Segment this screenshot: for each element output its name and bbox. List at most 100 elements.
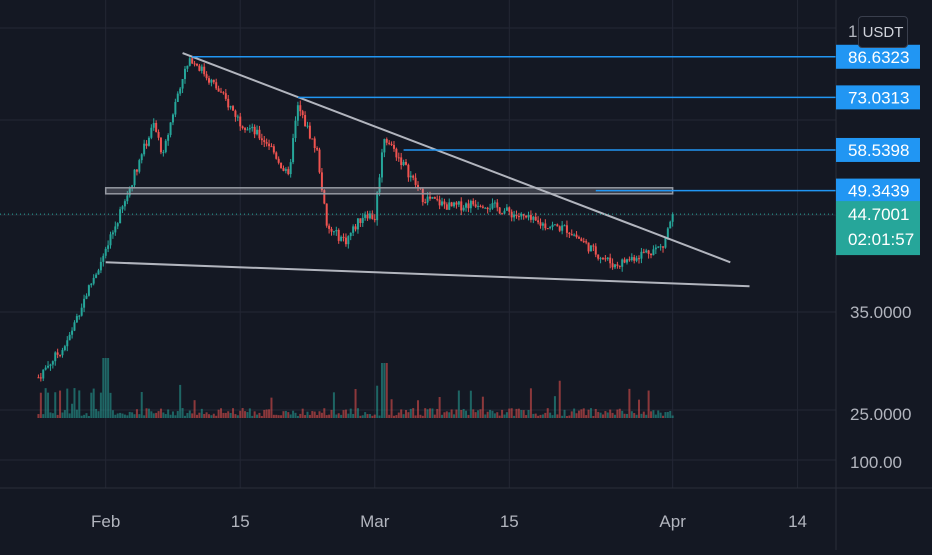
volume-bar	[224, 412, 227, 418]
volume-bar	[635, 414, 638, 418]
volume-bar	[308, 414, 311, 418]
volume-bar	[491, 410, 494, 418]
volume-bar	[457, 390, 460, 418]
volume-bar	[460, 409, 463, 418]
candle-body	[508, 207, 511, 212]
candle-body	[493, 202, 496, 204]
candle-body	[390, 143, 393, 146]
candle-body	[123, 201, 126, 207]
time-axis-label: Mar	[360, 512, 390, 531]
candle-body	[97, 270, 100, 275]
candle-body	[455, 202, 458, 205]
candle-body	[183, 68, 186, 80]
volume-bar	[294, 412, 297, 418]
volume-bar	[140, 392, 143, 418]
candle-body	[133, 169, 136, 186]
candle-body	[570, 233, 573, 236]
volume-bar	[167, 409, 170, 418]
volume-bar	[44, 388, 47, 418]
level-price-tag	[836, 85, 920, 110]
candle-body	[361, 217, 364, 223]
candle-body	[47, 365, 50, 368]
volume-bar	[479, 409, 482, 418]
volume-bar	[92, 388, 95, 418]
volume-bar	[498, 415, 501, 418]
volume-bar	[573, 408, 576, 418]
volume-bar	[265, 409, 268, 418]
candle-body	[404, 161, 407, 165]
candle-body	[657, 246, 660, 248]
trendline-lower[interactable]	[105, 261, 750, 288]
volume-bar	[179, 384, 182, 418]
volume-bar	[318, 411, 321, 418]
volume-bar	[116, 413, 119, 418]
price-axis-label: 35.0000	[850, 303, 911, 322]
volume-bar	[251, 415, 254, 418]
candle-body	[577, 237, 580, 239]
candle-body	[426, 196, 429, 203]
volume-bar	[469, 390, 472, 418]
candle-body	[417, 184, 419, 188]
volume-bar	[417, 400, 419, 418]
volume-bar	[232, 408, 235, 418]
candle-body	[352, 226, 355, 233]
volume-bar	[220, 408, 223, 418]
candle-body	[589, 245, 592, 252]
volume-bar	[563, 409, 566, 418]
trendline-upper[interactable]	[182, 52, 731, 264]
volume-bar	[195, 414, 198, 418]
volume-bar	[352, 413, 355, 418]
candle-body	[171, 114, 174, 123]
volume-bar	[551, 415, 554, 418]
support-zone[interactable]	[104, 187, 674, 195]
candle-body	[539, 222, 542, 226]
candle-body	[92, 277, 95, 284]
candle-body	[659, 246, 662, 248]
volume-bar	[527, 410, 530, 418]
volume-bar	[604, 411, 607, 418]
candle-body	[301, 111, 304, 116]
volume-bar	[642, 411, 645, 418]
volume-bar	[284, 410, 287, 418]
candle-body	[397, 157, 400, 159]
candle-body	[56, 352, 59, 355]
candle-body	[638, 258, 641, 260]
volume-bar	[450, 409, 453, 418]
volume-bar	[66, 388, 69, 418]
volume-bar	[47, 392, 50, 418]
volume-bar	[404, 409, 407, 418]
volume-bar	[289, 414, 292, 418]
candle-body	[308, 125, 311, 139]
volume-bar	[565, 415, 568, 418]
volume-bar	[325, 415, 328, 418]
volume-bar	[541, 414, 544, 418]
currency-button[interactable]: USDT	[858, 16, 908, 48]
candle-body	[311, 138, 314, 140]
volume-bar	[39, 392, 42, 418]
candle-body	[654, 247, 657, 250]
volume-bar	[229, 412, 232, 418]
candle-body	[119, 209, 122, 224]
candle-body	[527, 214, 530, 218]
candle-body	[613, 264, 616, 268]
volume-bar	[349, 408, 352, 418]
candle-body	[99, 261, 102, 271]
volume-bar	[212, 413, 215, 418]
volume-bar	[244, 411, 247, 418]
volume-bar	[601, 414, 604, 418]
volume-bar	[385, 363, 388, 418]
candle-body	[304, 115, 307, 127]
candle-body	[469, 200, 472, 209]
candle-body	[445, 204, 448, 210]
candle-body	[373, 218, 376, 221]
volume-bar	[99, 392, 102, 418]
volume-bar	[441, 414, 444, 418]
candle-body	[489, 208, 492, 210]
candle-body	[49, 364, 52, 366]
drawings[interactable]	[0, 52, 836, 288]
volume-bar	[587, 409, 590, 418]
candle-body	[126, 195, 129, 202]
volume-bar	[378, 415, 381, 418]
